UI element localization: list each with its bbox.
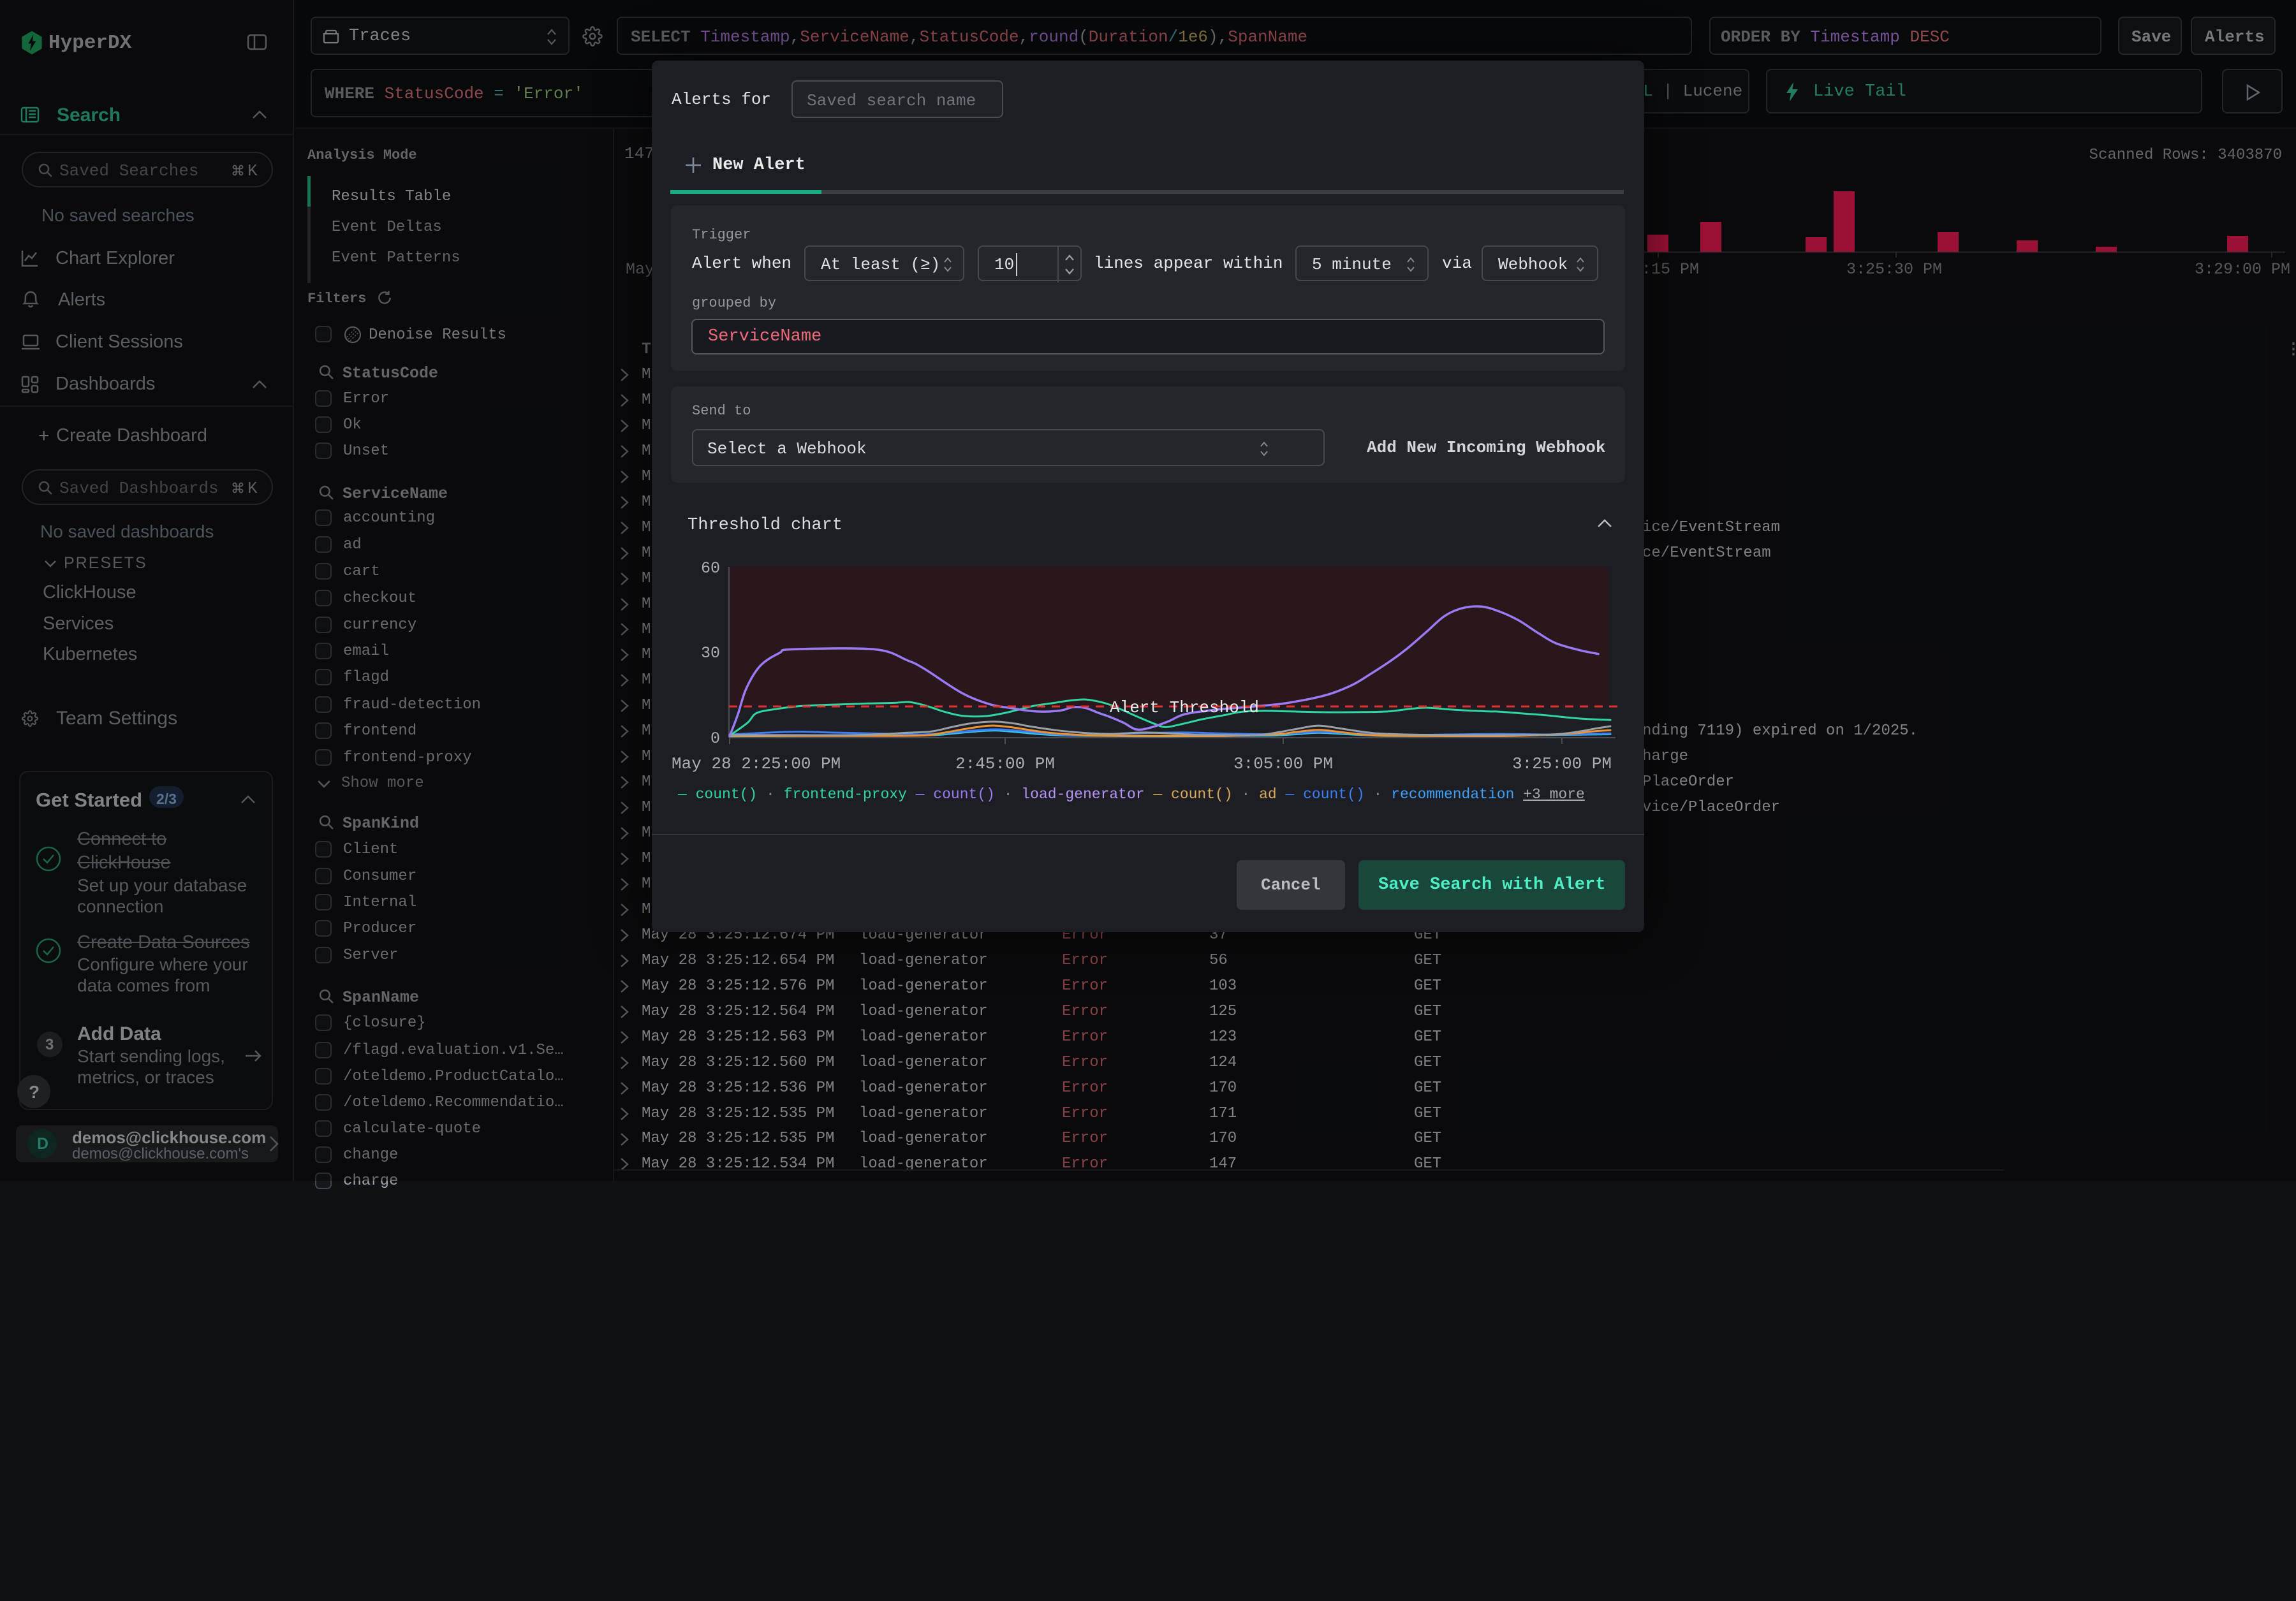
svg-text:3:25:00 PM: 3:25:00 PM xyxy=(1512,754,1612,773)
svg-text:30: 30 xyxy=(701,644,720,662)
svg-text:Alert Threshold: Alert Threshold xyxy=(1110,698,1259,717)
svg-text:May 28 2:25:00 PM: May 28 2:25:00 PM xyxy=(672,754,841,773)
svg-text:2:45:00 PM: 2:45:00 PM xyxy=(955,754,1055,773)
svg-text:0: 0 xyxy=(710,729,720,748)
svg-text:3:05:00 PM: 3:05:00 PM xyxy=(1233,754,1333,773)
svg-text:60: 60 xyxy=(701,559,720,578)
